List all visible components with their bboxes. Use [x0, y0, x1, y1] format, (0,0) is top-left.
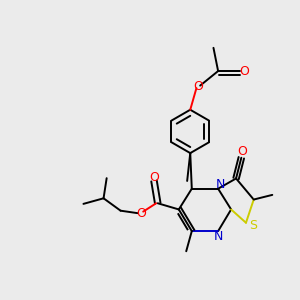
Text: O: O: [136, 207, 146, 220]
Text: N: N: [216, 178, 225, 191]
Text: O: O: [149, 171, 159, 184]
Text: O: O: [239, 64, 249, 78]
Text: N: N: [213, 230, 223, 243]
Text: S: S: [249, 219, 257, 232]
Text: O: O: [193, 80, 203, 93]
Text: O: O: [237, 145, 247, 158]
